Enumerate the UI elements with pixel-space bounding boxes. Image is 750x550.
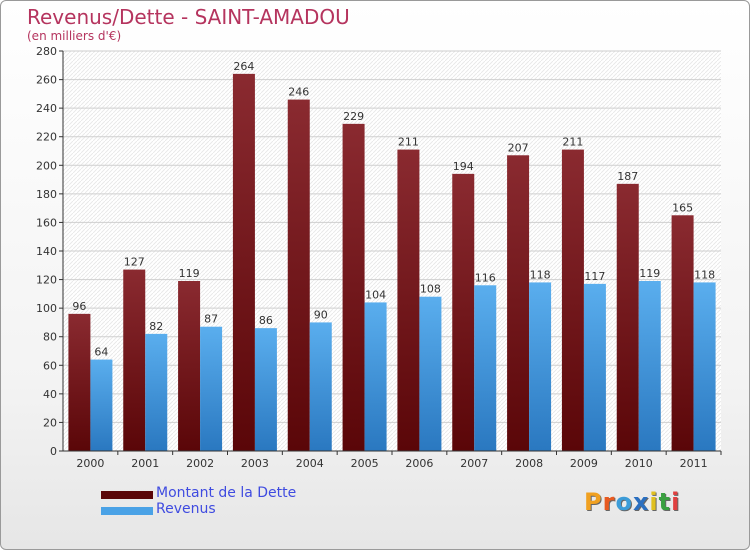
x-tick-label: 2011 [680, 457, 708, 470]
x-tick-label: 2010 [625, 457, 653, 470]
bar-dette [616, 183, 639, 451]
data-label-dette: 96 [72, 300, 86, 313]
bar-revenus [693, 282, 716, 451]
x-tick-label: 2002 [186, 457, 214, 470]
x-tick-label: 2003 [241, 457, 269, 470]
legend-swatch-dette [101, 491, 153, 499]
y-tick-label: 40 [43, 388, 57, 401]
logo-letter: P [584, 488, 603, 516]
y-tick-label: 140 [36, 245, 57, 258]
bar-revenus [254, 328, 277, 451]
bar-revenus [90, 359, 113, 451]
data-label-revenus: 90 [314, 308, 328, 321]
x-tick-label: 2009 [570, 457, 598, 470]
y-tick-label: 0 [50, 445, 57, 458]
bar-revenus [638, 281, 661, 451]
y-tick-label: 200 [36, 159, 57, 172]
bar-dette [561, 149, 584, 452]
bar-revenus [529, 282, 552, 451]
data-label-revenus: 104 [365, 288, 386, 301]
x-tick-label: 2000 [76, 457, 104, 470]
legend-swatch-revenus [101, 507, 153, 515]
data-label-dette: 229 [343, 110, 364, 123]
data-label-revenus: 118 [530, 268, 551, 281]
bar-revenus [309, 322, 332, 451]
data-label-dette: 119 [179, 267, 200, 280]
bar-dette [397, 149, 420, 452]
x-tick-label: 2005 [351, 457, 379, 470]
data-label-dette: 264 [233, 60, 254, 73]
data-label-revenus: 82 [149, 320, 163, 333]
y-tick-label: 180 [36, 188, 57, 201]
y-tick-label: 60 [43, 359, 57, 372]
data-label-revenus: 118 [694, 268, 715, 281]
chart-subtitle: (en milliers d'€) [27, 29, 122, 43]
data-label-revenus: 117 [584, 270, 605, 283]
data-label-revenus: 86 [259, 314, 273, 327]
legend-label-dette: Montant de la Dette [156, 485, 297, 501]
data-label-dette: 194 [453, 160, 474, 173]
data-label-revenus: 87 [204, 313, 218, 326]
data-label-revenus: 108 [420, 283, 441, 296]
data-label-dette: 165 [672, 201, 693, 214]
bar-revenus [145, 333, 168, 451]
x-tick-label: 2007 [460, 457, 488, 470]
bar-dette [232, 73, 255, 451]
data-label-revenus: 116 [475, 271, 496, 284]
data-label-revenus: 64 [94, 346, 108, 359]
logo-letter: t [658, 488, 672, 516]
data-label-dette: 127 [124, 256, 145, 269]
bar-revenus [474, 285, 497, 451]
chart-title: Revenus/Dette - SAINT-AMADOU [27, 5, 350, 29]
bar-dette [342, 123, 365, 451]
data-label-dette: 207 [508, 141, 529, 154]
x-tick-label: 2006 [405, 457, 433, 470]
y-tick-label: 80 [43, 331, 57, 344]
x-tick-label: 2004 [296, 457, 324, 470]
logo-letter: o [615, 488, 633, 516]
bar-revenus [364, 302, 387, 451]
bar-revenus [200, 326, 223, 451]
logo-letter: i [649, 488, 659, 516]
data-label-revenus: 119 [639, 267, 660, 280]
data-label-dette: 211 [398, 136, 419, 149]
bar-dette [452, 173, 475, 451]
data-label-dette: 187 [617, 170, 638, 183]
y-tick-label: 100 [36, 302, 57, 315]
bar-dette [123, 269, 146, 451]
x-tick-label: 2008 [515, 457, 543, 470]
y-tick-label: 280 [36, 45, 57, 58]
y-tick-label: 260 [36, 74, 57, 87]
y-tick-label: 120 [36, 274, 57, 287]
bar-dette [287, 99, 310, 452]
logo-letter: r [602, 488, 616, 516]
bar-revenus [583, 283, 606, 451]
bar-dette [68, 313, 91, 451]
y-tick-label: 220 [36, 131, 57, 144]
legend-label-revenus: Revenus [156, 501, 216, 517]
bar-dette [507, 155, 530, 452]
logo-letter: i [671, 488, 681, 516]
bar-dette [178, 281, 201, 451]
bar-dette [671, 215, 694, 451]
y-tick-label: 20 [43, 416, 57, 429]
x-tick-label: 2001 [131, 457, 159, 470]
y-tick-label: 240 [36, 102, 57, 115]
data-label-dette: 246 [288, 86, 309, 99]
data-label-dette: 211 [562, 136, 583, 149]
y-tick-label: 160 [36, 216, 57, 229]
bar-revenus [419, 296, 442, 451]
proxiti-logo: Proxiti [584, 488, 680, 516]
logo-letter: x [632, 488, 650, 516]
